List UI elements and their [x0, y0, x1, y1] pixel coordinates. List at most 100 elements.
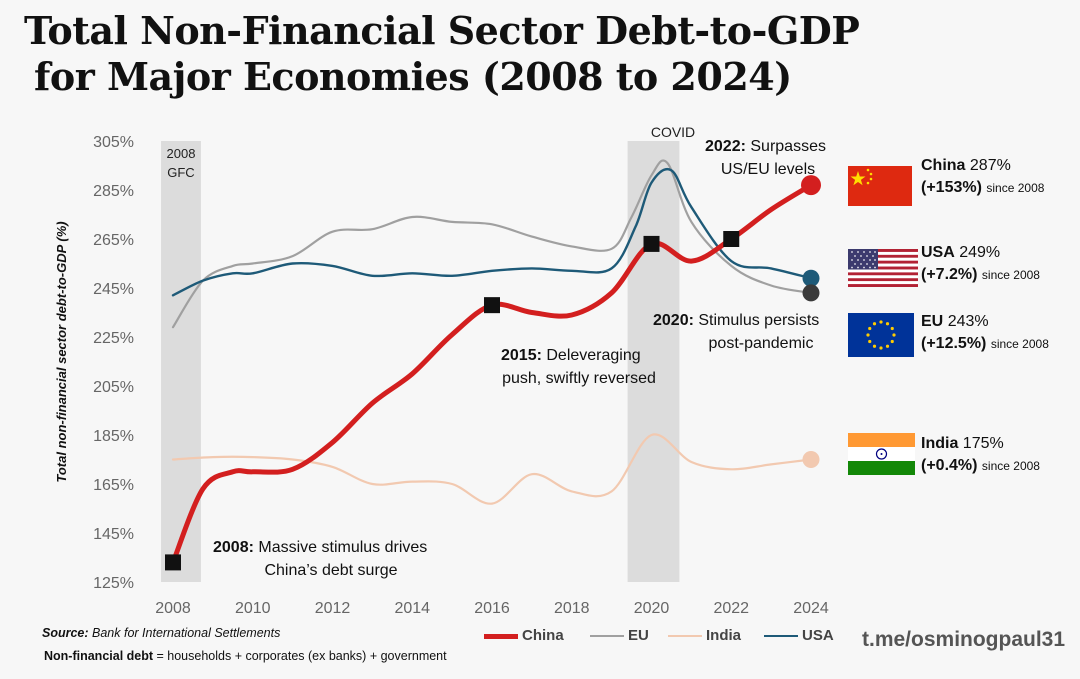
eu-change: (+12.5%) — [921, 335, 987, 352]
legend-item-eu: EU — [590, 627, 649, 644]
legend-label-eu: EU — [628, 627, 649, 644]
legend-item-india: India — [668, 627, 741, 644]
legend-swatch-china — [484, 633, 518, 639]
usa-value: 249% — [959, 244, 1001, 261]
china-flag-icon — [848, 166, 912, 206]
x-tick-label: 2020 — [634, 600, 670, 617]
event-band-1 — [627, 141, 680, 582]
y-tick-label: 245% — [93, 281, 134, 298]
source-label: Source: — [42, 626, 89, 640]
milestone-marker-2 — [643, 235, 660, 252]
eu-since: since 2008 — [990, 337, 1049, 351]
annotation-1-line2: push, swiftly reversed — [502, 370, 656, 387]
definition-label: Non-financial debt — [44, 649, 154, 663]
x-tick-label: 2012 — [315, 600, 351, 617]
event-band-0 — [161, 141, 201, 582]
milestone-marker-3 — [723, 231, 740, 247]
legend-item-china: China — [484, 627, 564, 644]
definition-note: Non-financial debt = households + corpor… — [44, 649, 447, 663]
china-value: 287% — [969, 157, 1011, 174]
annotation-1-bold: 2015: — [501, 347, 542, 364]
eu-value: 243% — [947, 313, 989, 330]
band-label-gfc-line2: GFC — [167, 165, 194, 180]
legend-swatch-usa — [764, 635, 798, 638]
band-label-gfc-line1: 2008 — [167, 146, 196, 161]
annotation-1-text: Deleveraging — [542, 347, 641, 364]
annotation-2-line2: post-pandemic — [709, 335, 814, 352]
y-tick-label: 165% — [93, 477, 134, 494]
legend-swatch-india — [668, 635, 702, 638]
series-line-eu — [171, 159, 813, 329]
x-tick-label: 2008 — [155, 600, 191, 617]
milestone-marker-0 — [165, 554, 181, 571]
annotation-3-bold: 2022: — [705, 138, 746, 155]
series-line-china — [170, 182, 814, 565]
eu-flag-icon — [848, 313, 914, 357]
y-tick-label: 205% — [93, 379, 134, 396]
y-tick-label: 145% — [93, 526, 134, 543]
y-tick-label: 265% — [93, 232, 134, 249]
eu-name: EU — [921, 313, 944, 330]
india-flag-icon — [848, 433, 915, 475]
series-line-usa — [171, 168, 813, 297]
india-change: (+0.4%) — [921, 457, 978, 474]
title-line-2: for Major Economies (2008 to 2024) — [34, 54, 792, 99]
endpoint-china — [801, 175, 821, 196]
source-note: Source: Bank for International Settlemen… — [42, 626, 280, 640]
definition-text: = households + corporates (ex banks) + g… — [153, 649, 447, 663]
y-tick-label: 305% — [93, 134, 134, 151]
annotation-0-line2: China’s debt surge — [264, 562, 397, 579]
source-text: Bank for International Settlements — [88, 626, 281, 640]
legend-item-usa: USA — [764, 627, 834, 644]
usa-since: since 2008 — [981, 268, 1040, 282]
india-name: India — [921, 435, 959, 452]
y-tick-label: 285% — [93, 183, 134, 200]
usa-name: USA — [921, 244, 955, 261]
legend-label-usa: USA — [802, 627, 834, 644]
country-label-usa: USA 249% (+7.2%) since 2008 — [921, 242, 1040, 286]
series-line-india — [171, 433, 813, 505]
annotation-0-bold: 2008: — [213, 539, 254, 556]
china-name: China — [921, 157, 966, 174]
annotation-0-line1: 2008: Massive stimulus drives — [213, 539, 427, 556]
endpoint-eu — [802, 284, 820, 302]
annotation-3-line1: 2022: Surpasses — [705, 138, 826, 155]
annotation-0-text: Massive stimulus drives — [254, 539, 427, 556]
annotation-2-text: Stimulus persists — [694, 312, 819, 329]
endpoint-usa — [802, 269, 820, 287]
x-tick-label: 2024 — [793, 600, 829, 617]
india-since: since 2008 — [981, 459, 1040, 473]
band-label-covid: COVID — [651, 124, 695, 140]
y-tick-label: 185% — [93, 428, 134, 445]
annotation-3-text: Surpasses — [746, 138, 826, 155]
x-tick-label: 2016 — [474, 600, 510, 617]
x-tick-label: 2010 — [235, 600, 271, 617]
annotation-2-bold: 2020: — [653, 312, 694, 329]
endpoint-india — [802, 451, 820, 468]
milestone-marker-1 — [484, 297, 500, 314]
x-tick-label: 2014 — [394, 600, 430, 617]
china-since: since 2008 — [986, 181, 1045, 195]
usa-change: (+7.2%) — [921, 266, 978, 283]
legend-swatch-eu — [590, 635, 624, 638]
title-line-1: Total Non-Financial Sector Debt-to-GDP — [24, 8, 860, 53]
y-tick-label: 125% — [93, 575, 134, 592]
y-tick-label: 225% — [93, 330, 134, 347]
annotation-1-line1: 2015: Deleveraging — [501, 347, 641, 364]
legend-label-china: China — [522, 627, 564, 644]
annotation-3-line2: US/EU levels — [721, 161, 815, 178]
chart-title: Total Non-Financial Sector Debt-to-GDP f… — [24, 8, 860, 100]
legend-label-india: India — [706, 627, 742, 644]
country-label-china: China 287% (+153%) since 2008 — [921, 155, 1044, 199]
x-tick-label: 2018 — [554, 600, 590, 617]
x-tick-label: 2022 — [713, 600, 749, 617]
watermark: t.me/osminogpaul31 — [862, 628, 1066, 651]
usa-flag-icon — [848, 249, 918, 287]
y-axis-label: Total non-financial sector debt-to-GDP (… — [54, 221, 69, 482]
annotation-2-line1: 2020: Stimulus persists — [653, 312, 819, 329]
country-label-india: India 175% (+0.4%) since 2008 — [921, 433, 1040, 477]
india-value: 175% — [962, 435, 1004, 452]
china-change: (+153%) — [921, 179, 982, 196]
country-label-eu: EU 243% (+12.5%) since 2008 — [921, 311, 1049, 355]
